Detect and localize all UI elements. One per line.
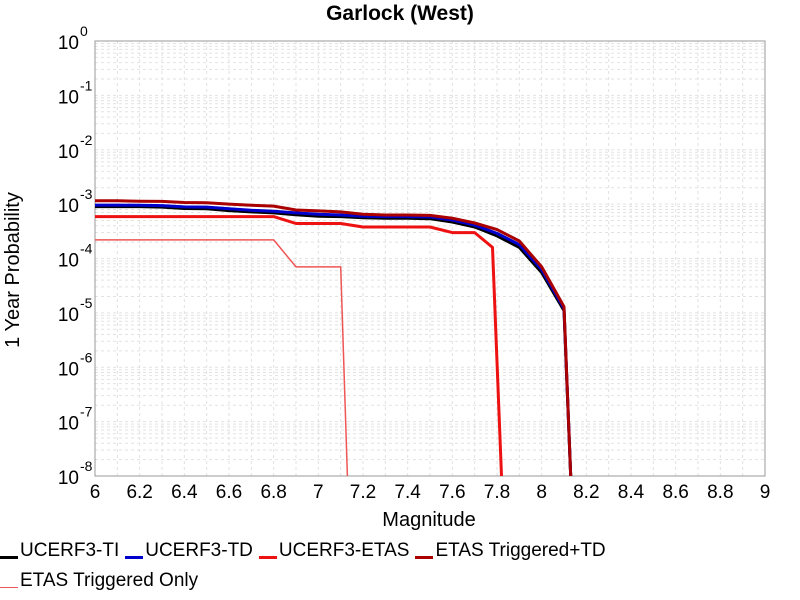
x-tick-label: 7.2 — [350, 482, 376, 503]
series-line — [95, 203, 573, 477]
y-tick-base: 10 — [58, 196, 79, 217]
chart-title: Garlock (West) — [326, 2, 474, 25]
x-tick-label: 8.2 — [573, 482, 599, 503]
legend-row: ETAS Triggered Only — [0, 566, 800, 596]
y-tick-exponent: -7 — [80, 404, 93, 420]
y-tick-base: 10 — [58, 359, 79, 380]
x-tick-label: 8.8 — [707, 482, 733, 503]
series-layer — [95, 199, 573, 477]
legend-swatch — [0, 586, 18, 588]
y-tick-label: 10-5 — [58, 295, 93, 326]
x-axis: 6 6.2 6.4 6.6 6.8 7 7.2 7.4 7.6 7.8 8 8.2 8.4 8.6 8.8 9 — [90, 482, 771, 503]
legend-swatch — [125, 555, 144, 559]
x-tick-label: 8.6 — [662, 482, 688, 503]
legend-item: UCERF3-TI — [0, 540, 119, 562]
series-line — [95, 239, 349, 477]
y-tick-exponent: -2 — [80, 132, 93, 148]
legend-item: UCERF3-TD — [125, 540, 253, 562]
legend-swatch — [415, 555, 434, 559]
y-tick-exponent: 0 — [80, 23, 88, 39]
y-tick-label: 10-8 — [58, 458, 93, 489]
x-tick-label: 6.6 — [216, 482, 242, 503]
x-tick-label: 9 — [760, 482, 771, 503]
x-tick-label: 6.2 — [126, 482, 152, 503]
x-tick-label: 7 — [313, 482, 324, 503]
y-tick-exponent: -3 — [80, 186, 93, 202]
y-tick-exponent: -8 — [80, 458, 93, 474]
plot-area — [94, 40, 766, 477]
legend: UCERF3-TI UCERF3-TD UCERF3-ETAS ETAS Trigge… — [0, 536, 800, 596]
series-line — [95, 215, 503, 477]
x-tick-label: 7.6 — [439, 482, 465, 503]
y-tick-base: 10 — [58, 251, 79, 272]
y-tick-base: 10 — [58, 414, 79, 435]
legend-label: UCERF3-TI — [20, 540, 120, 561]
x-tick-label: 7.4 — [394, 482, 421, 503]
legend-label: UCERF3-TD — [145, 540, 253, 561]
y-tick-label: 10-1 — [58, 77, 93, 108]
y-tick-label: 10-3 — [58, 186, 93, 217]
y-tick-label: 10-7 — [58, 404, 93, 435]
x-tick-label: 8.4 — [618, 482, 645, 503]
y-tick-label: 10-4 — [58, 241, 93, 272]
y-axis-title: 1 Year Probability — [2, 192, 24, 348]
y-tick-exponent: -5 — [80, 295, 93, 311]
y-tick-exponent: -6 — [80, 349, 93, 365]
series-line — [95, 199, 573, 477]
x-tick-label: 7.8 — [484, 482, 510, 503]
y-tick-base: 10 — [58, 305, 79, 326]
legend-item: UCERF3-ETAS — [258, 540, 410, 562]
y-tick-base: 10 — [58, 33, 79, 54]
legend-label: ETAS Triggered Only — [20, 570, 199, 591]
y-tick-label: 10-6 — [58, 349, 93, 380]
x-tick-label: 6 — [90, 482, 101, 503]
legend-row: UCERF3-TI UCERF3-TD UCERF3-ETAS ETAS Trigge… — [0, 536, 800, 566]
x-tick-label: 6.4 — [171, 482, 198, 503]
x-tick-label: 8 — [536, 482, 547, 503]
y-tick-label: 100 — [58, 23, 88, 54]
x-tick-label: 6.8 — [260, 482, 286, 503]
y-tick-base: 10 — [58, 468, 79, 489]
legend-label: ETAS Triggered+TD — [435, 540, 606, 561]
legend-label: UCERF3-ETAS — [278, 540, 410, 561]
legend-item: ETAS Triggered Only — [0, 570, 198, 592]
legend-item: ETAS Triggered+TD — [415, 540, 606, 562]
y-tick-exponent: -1 — [80, 77, 93, 93]
y-tick-base: 10 — [58, 87, 79, 108]
series-line — [95, 205, 573, 477]
legend-swatch — [258, 555, 277, 559]
y-tick-label: 10-2 — [58, 132, 93, 163]
grid — [94, 41, 766, 477]
y-tick-exponent: -4 — [80, 241, 93, 257]
x-axis-title: Magnitude — [382, 509, 475, 531]
y-tick-base: 10 — [58, 142, 79, 163]
legend-swatch — [0, 555, 18, 559]
